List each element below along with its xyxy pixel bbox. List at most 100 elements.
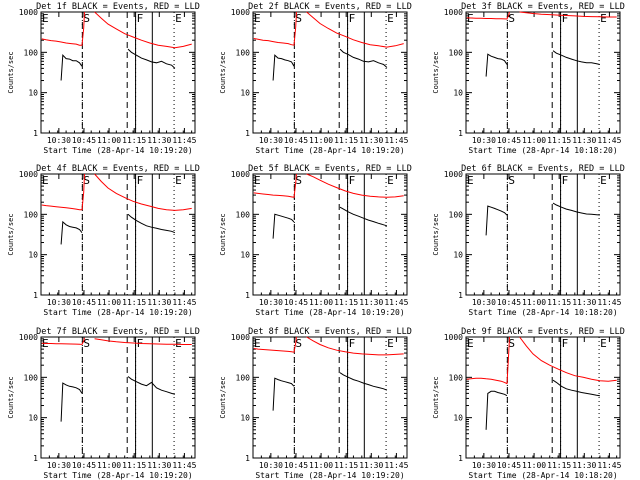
x-tick-label: 11:15 bbox=[122, 298, 146, 307]
marker-letter: S bbox=[295, 174, 302, 187]
panel-det-8: Det 8f BLACK = Events, RED = LLD 1 10 100 10… bbox=[219, 327, 412, 480]
x-axis-label: Start Time (28-Apr-14 10:19:20) bbox=[43, 471, 192, 480]
x-tick-label: 11:00 bbox=[522, 298, 546, 307]
x-tick-label: 11:00 bbox=[309, 461, 333, 470]
x-tick-label: 10:30 bbox=[472, 136, 496, 145]
panel-title: Det 5f BLACK = Events, RED = LLD bbox=[248, 164, 412, 174]
marker-letter: F bbox=[562, 12, 569, 25]
x-tick-label: 10:30 bbox=[259, 461, 283, 470]
x-tick-label: 11:30 bbox=[572, 298, 596, 307]
series-lld-line bbox=[94, 338, 192, 345]
marker-letter: E bbox=[467, 12, 474, 25]
x-tick-label: 11:00 bbox=[309, 136, 333, 145]
marker-letter: F bbox=[137, 12, 144, 25]
y-tick-label: 1000 bbox=[19, 8, 38, 17]
y-axis-label: Counts/sec bbox=[7, 51, 15, 93]
marker-letter: E bbox=[42, 174, 49, 187]
x-tick-label: 11:00 bbox=[97, 461, 121, 470]
marker-letter: E bbox=[175, 337, 182, 350]
panel-det-3: Det 3f BLACK = Events, RED = LLD 1 10 100 10… bbox=[432, 2, 625, 155]
marker-letter: E bbox=[175, 12, 182, 25]
plot-frame bbox=[40, 173, 196, 296]
y-tick-label: 1000 bbox=[444, 333, 463, 342]
x-tick-label: 10:45 bbox=[284, 461, 308, 470]
series-events-line bbox=[339, 372, 388, 391]
y-tick-label: 10 bbox=[28, 414, 38, 423]
y-tick-label: 1 bbox=[33, 454, 38, 463]
series-events-line bbox=[339, 48, 388, 68]
x-tick-label: 11:00 bbox=[97, 136, 121, 145]
y-axis-label: Counts/sec bbox=[219, 51, 227, 93]
y-tick-label: 1000 bbox=[444, 170, 463, 179]
x-tick-label: 11:45 bbox=[172, 136, 196, 145]
series-events-line bbox=[552, 50, 601, 65]
x-tick-label: 11:45 bbox=[384, 461, 408, 470]
marker-letter: S bbox=[295, 12, 302, 25]
x-tick-label: 10:30 bbox=[472, 298, 496, 307]
x-tick-label: 11:15 bbox=[547, 298, 571, 307]
marker-letter: F bbox=[562, 174, 569, 187]
x-axis-label: Start Time (28-Apr-14 10:19:20) bbox=[255, 146, 404, 155]
series-lld-line bbox=[253, 336, 297, 353]
x-tick-label: 11:45 bbox=[597, 298, 621, 307]
series-events-line bbox=[272, 54, 295, 81]
marker-letter: S bbox=[83, 337, 90, 350]
x-tick-label: 11:00 bbox=[522, 136, 546, 145]
panel-title: Det 6f BLACK = Events, RED = LLD bbox=[461, 164, 625, 174]
panel-det-7: Det 7f BLACK = Events, RED = LLD 1 10 100 10… bbox=[7, 327, 200, 480]
panel-title: Det 9f BLACK = Events, RED = LLD bbox=[461, 327, 625, 337]
panel-title: Det 8f BLACK = Events, RED = LLD bbox=[248, 327, 412, 337]
x-tick-label: 11:15 bbox=[334, 136, 358, 145]
series-events-line bbox=[485, 390, 508, 430]
series-lld-line bbox=[466, 11, 510, 20]
x-tick-label: 10:30 bbox=[47, 136, 71, 145]
x-tick-label: 10:45 bbox=[72, 461, 96, 470]
y-tick-label: 1000 bbox=[19, 170, 38, 179]
marker-letter: E bbox=[467, 337, 474, 350]
x-tick-label: 11:00 bbox=[309, 298, 333, 307]
panel-det-9: Det 9f BLACK = Events, RED = LLD 1 10 100 10… bbox=[432, 327, 625, 480]
y-axis-label: Counts/sec bbox=[219, 376, 227, 418]
y-axis-label: Counts/sec bbox=[219, 213, 227, 255]
x-tick-label: 11:45 bbox=[172, 298, 196, 307]
x-tick-label: 11:30 bbox=[359, 136, 383, 145]
marker-letter: E bbox=[175, 174, 182, 187]
x-tick-label: 11:30 bbox=[572, 461, 596, 470]
panel-det-6: Det 6f BLACK = Events, RED = LLD 1 10 100 10… bbox=[432, 164, 625, 317]
y-tick-label: 100 bbox=[449, 373, 464, 382]
x-tick-label: 10:45 bbox=[497, 461, 521, 470]
x-tick-label: 10:30 bbox=[472, 461, 496, 470]
x-tick-label: 11:15 bbox=[122, 136, 146, 145]
y-tick-label: 10 bbox=[240, 414, 250, 423]
marker-letter: E bbox=[387, 174, 394, 187]
x-tick-label: 11:45 bbox=[384, 298, 408, 307]
x-axis-label: Start Time (28-Apr-14 10:19:20) bbox=[43, 146, 192, 155]
y-tick-label: 10 bbox=[453, 251, 463, 260]
marker-letter: E bbox=[42, 12, 49, 25]
x-tick-label: 11:15 bbox=[547, 136, 571, 145]
series-events-line bbox=[60, 382, 83, 422]
x-tick-label: 11:45 bbox=[384, 136, 408, 145]
series-events-line bbox=[272, 377, 295, 411]
y-tick-label: 1 bbox=[458, 129, 463, 138]
x-tick-label: 10:30 bbox=[47, 461, 71, 470]
y-tick-label: 10 bbox=[453, 89, 463, 98]
y-tick-label: 100 bbox=[236, 210, 251, 219]
series-lld-line bbox=[306, 336, 404, 356]
x-tick-label: 11:30 bbox=[147, 136, 171, 145]
x-tick-label: 11:15 bbox=[334, 298, 358, 307]
series-lld-line bbox=[41, 337, 85, 345]
y-tick-label: 100 bbox=[24, 373, 39, 382]
panel-title: Det 3f BLACK = Events, RED = LLD bbox=[461, 2, 625, 12]
x-tick-label: 10:45 bbox=[284, 136, 308, 145]
x-tick-label: 11:30 bbox=[359, 461, 383, 470]
y-tick-label: 1 bbox=[245, 454, 250, 463]
series-events-line bbox=[60, 54, 83, 81]
y-axis-label: Counts/sec bbox=[432, 213, 440, 255]
series-events-line bbox=[60, 220, 83, 245]
series-lld-line bbox=[253, 173, 297, 198]
y-tick-label: 1 bbox=[33, 129, 38, 138]
x-axis-label: Start Time (28-Apr-14 10:18:20) bbox=[468, 471, 617, 480]
series-events-line bbox=[552, 202, 600, 216]
series-lld-line bbox=[41, 173, 85, 211]
